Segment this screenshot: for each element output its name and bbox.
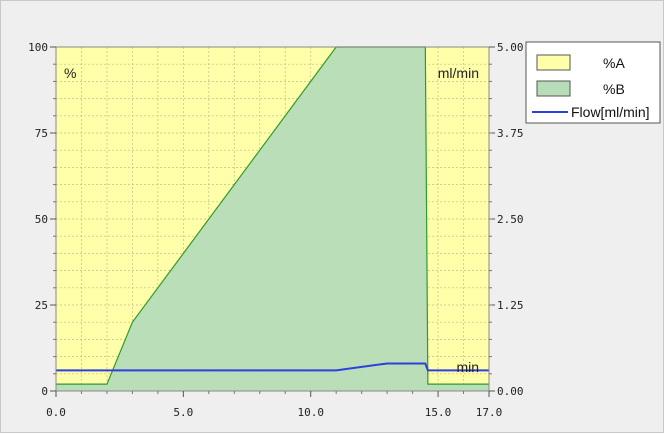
legend-label-a: %A (603, 55, 625, 71)
x-tick-label: 0.0 (46, 406, 66, 419)
y-right-tick-label: 0.00 (497, 385, 524, 398)
y-right-tick-label: 1.25 (497, 299, 524, 312)
left-unit-label: % (64, 65, 76, 81)
data-areas (56, 47, 489, 391)
flow-line (56, 362, 489, 372)
legend: %A %B Flow[ml/min] (525, 41, 661, 124)
x-tick-label: 5.0 (173, 406, 193, 419)
y-left-tick-label: 25 (35, 299, 48, 312)
x-tick-label: 10.0 (297, 406, 324, 419)
legend-swatch-b (536, 80, 571, 97)
x-tick-label: 17.0 (476, 406, 503, 419)
y-left-tick-label: 0 (41, 385, 48, 398)
x-unit-label: min (456, 359, 479, 375)
legend-label-flow: Flow[ml/min] (571, 104, 650, 120)
tick-marks: 0 25 50 75 100 0.00 1.25 2.50 3.75 5.00 0.0 5.0 10.0… (28, 41, 523, 419)
series-b-area (56, 47, 489, 391)
x-tick-label: 15.0 (425, 406, 452, 419)
y-left-tick-label: 75 (35, 127, 48, 140)
y-left-tick-label: 50 (35, 213, 48, 226)
y-right-tick-label: 5.00 (497, 41, 524, 54)
right-unit-label: ml/min (438, 65, 479, 81)
y-left-tick-label: 100 (28, 41, 48, 54)
legend-label-b: %B (603, 81, 625, 97)
y-right-tick-label: 2.50 (497, 213, 524, 226)
y-right-tick-label: 3.75 (497, 127, 524, 140)
legend-swatch-a (536, 54, 571, 71)
